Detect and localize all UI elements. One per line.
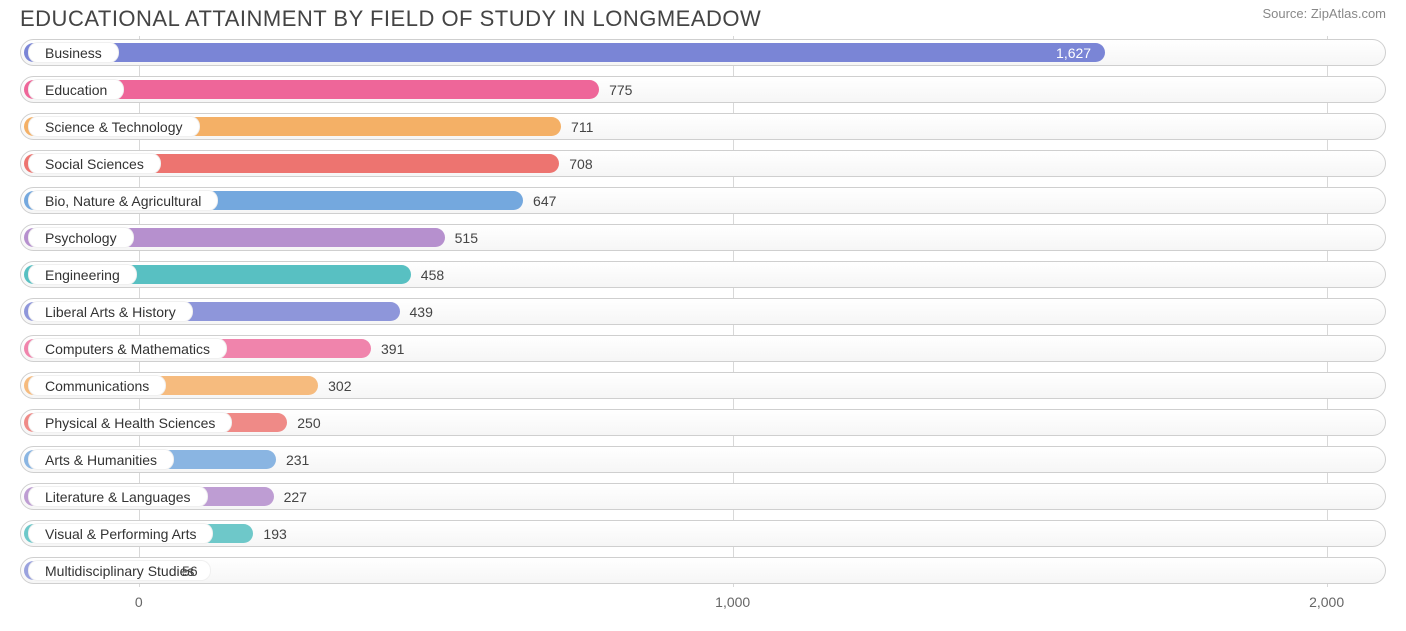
bar-value: 227 [274,480,307,513]
bar-row: Visual & Performing Arts 193 [20,517,1386,550]
bar-fill [24,43,1105,62]
bar-label: Communications [28,375,166,396]
bar-value: 458 [411,258,444,291]
bar-row: Science & Technology 711 [20,110,1386,143]
bar-label: Business [28,42,119,63]
bar-value: 708 [559,147,592,180]
bar-row: Psychology 515 [20,221,1386,254]
bar-value: 515 [445,221,478,254]
x-axis-tick: 2,000 [1309,594,1344,610]
bar-label: Arts & Humanities [28,449,174,470]
x-axis-tick: 0 [135,594,143,610]
bar-row: Arts & Humanities 231 [20,443,1386,476]
bar-value: 391 [371,332,404,365]
bar-label: Psychology [28,227,134,248]
bar-row: Bio, Nature & Agricultural 647 [20,184,1386,217]
chart-area: Business 1,627 Education 775 Science & Techn… [0,36,1406,587]
bar-value: 775 [599,73,632,106]
bar-value: 193 [253,517,286,550]
bar-label: Computers & Mathematics [28,338,227,359]
bar-label: Science & Technology [28,116,200,137]
bar-value: 647 [523,184,556,217]
bar-value: 711 [561,110,593,143]
x-axis-tick: 1,000 [715,594,750,610]
bar-label: Education [28,79,124,100]
bar-value: 1,627 [1056,36,1091,69]
chart-header: EDUCATIONAL ATTAINMENT BY FIELD OF STUDY… [0,0,1406,36]
bar-label: Visual & Performing Arts [28,523,213,544]
bar-value: 302 [318,369,351,402]
bar-row: Engineering 458 [20,258,1386,291]
bar-label: Engineering [28,264,137,285]
bar-label: Literature & Languages [28,486,208,507]
x-axis: 0 1,000 2,000 [20,591,1386,621]
bar-row: Computers & Mathematics 391 [20,332,1386,365]
bar-value: 231 [276,443,309,476]
bar-row: Education 775 [20,73,1386,106]
bar-row: Multidisciplinary Studies56 [20,554,1386,587]
bar-label: Bio, Nature & Agricultural [28,190,218,211]
bar-value: 56 [172,554,198,587]
bar-value: 439 [400,295,433,328]
bar-row: Liberal Arts & History 439 [20,295,1386,328]
bar-row: Literature & Languages 227 [20,480,1386,513]
bar-label: Social Sciences [28,153,161,174]
chart-title: EDUCATIONAL ATTAINMENT BY FIELD OF STUDY… [20,6,761,32]
bar-row: Communications 302 [20,369,1386,402]
bar-track [20,557,1386,584]
chart-source: Source: ZipAtlas.com [1262,6,1386,21]
bar-row: Business 1,627 [20,36,1386,69]
bar-label: Physical & Health Sciences [28,412,232,433]
bar-label: Liberal Arts & History [28,301,193,322]
bar-value: 250 [287,406,320,439]
bar-row: Physical & Health Sciences 250 [20,406,1386,439]
bar-row: Social Sciences 708 [20,147,1386,180]
